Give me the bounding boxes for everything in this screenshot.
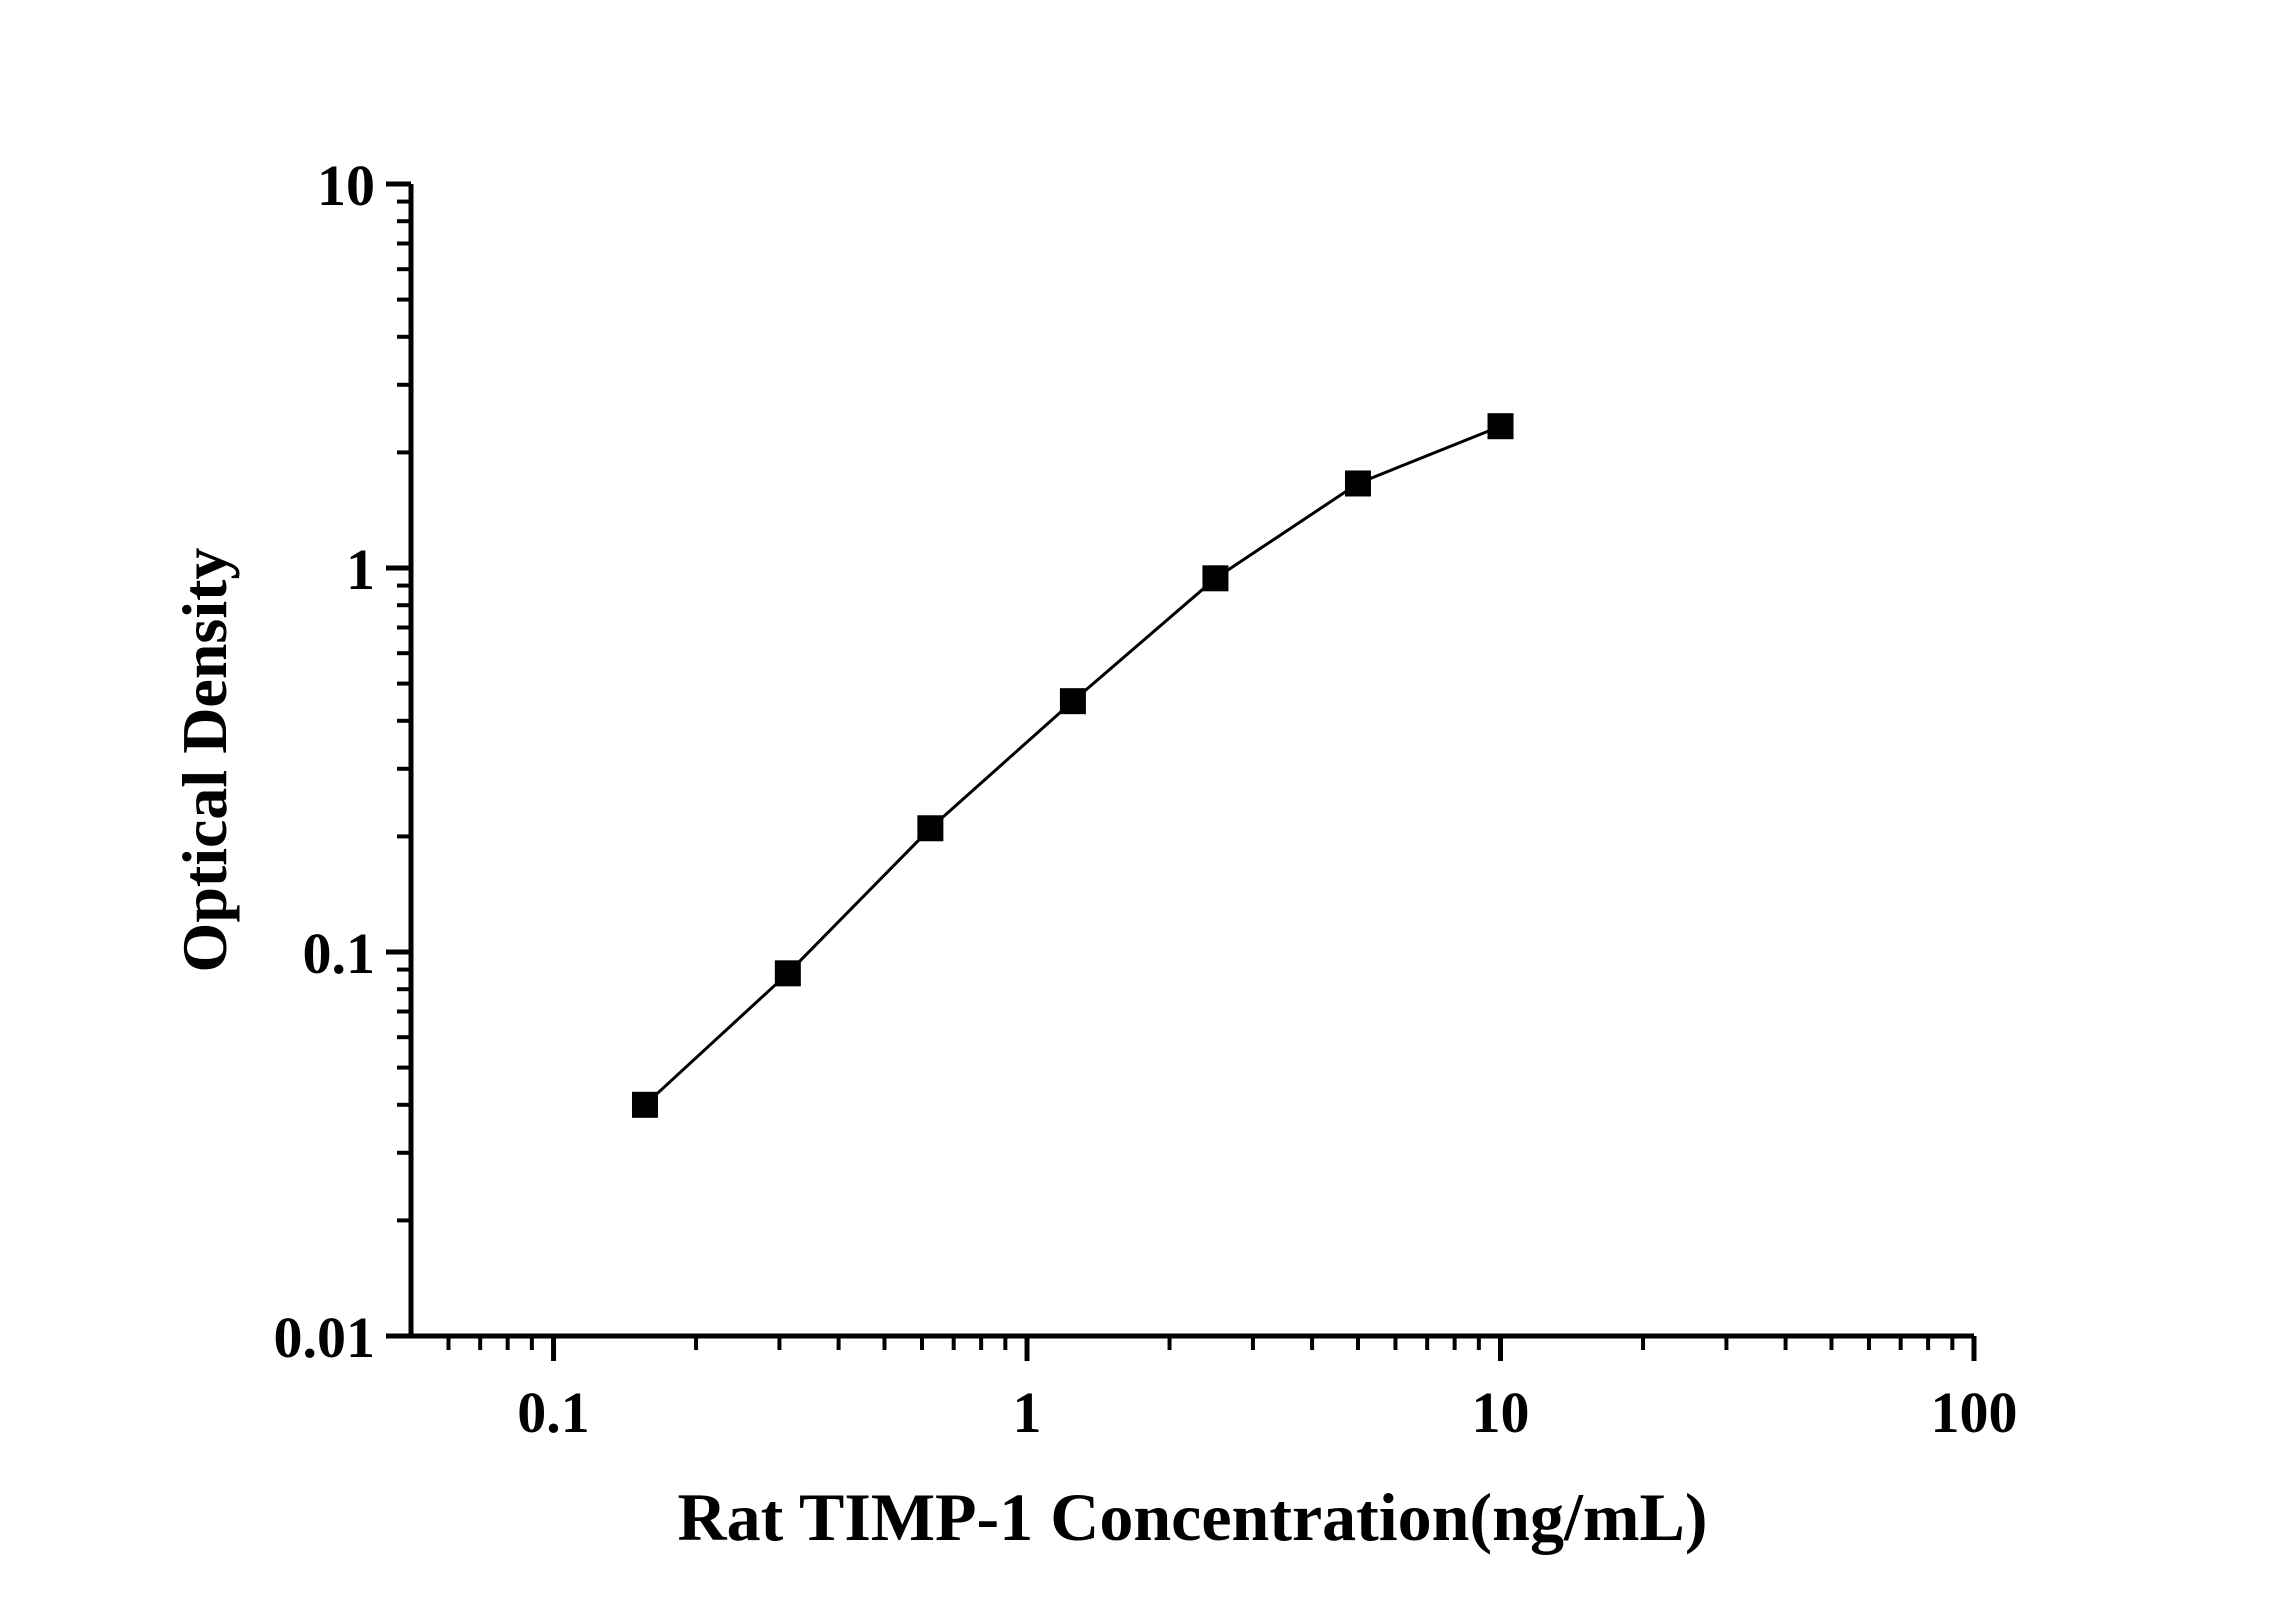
- data-point-marker: [1487, 413, 1514, 440]
- y-tick-label: 0.01: [274, 1305, 376, 1370]
- data-point-marker: [917, 815, 944, 842]
- y-tick-label: 1: [346, 537, 375, 602]
- data-point-marker: [1202, 565, 1229, 592]
- y-tick-label: 0.1: [303, 921, 376, 986]
- data-point-marker: [774, 960, 801, 987]
- data-point-marker: [1059, 688, 1086, 715]
- y-tick-label: 10: [317, 153, 375, 218]
- x-tick-label: 100: [1931, 1380, 2018, 1445]
- axes-frame: [408, 184, 1974, 1339]
- curve-line: [643, 424, 1502, 1106]
- x-tick-label: 1: [1013, 1380, 1042, 1445]
- x-axis-title: Rat TIMP-1 Concentration(ng/mL): [677, 1479, 1708, 1555]
- data-point-marker: [631, 1091, 658, 1118]
- data-point-marker: [1344, 470, 1371, 497]
- x-tick-label: 0.1: [517, 1380, 590, 1445]
- x-tick-label: 10: [1472, 1380, 1530, 1445]
- y-axis-title: Optical Density: [169, 547, 240, 973]
